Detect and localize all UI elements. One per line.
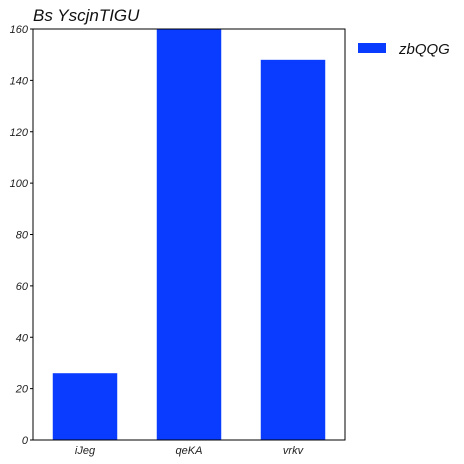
bar-iJeg: [52, 373, 118, 440]
y-tick-label: 20: [15, 384, 29, 396]
bar-vrkv: [260, 59, 326, 440]
y-tick-label: 80: [16, 230, 29, 242]
y-tick-label: 140: [10, 75, 29, 87]
y-tick-label: 100: [10, 178, 29, 190]
x-axis: iJeg qeKA vrkv: [75, 445, 305, 457]
y-tick-label: 120: [10, 127, 29, 139]
legend: zbQQG: [358, 41, 450, 58]
legend-swatch: [358, 43, 386, 53]
chart-title: Bs YscjnTIGU: [33, 6, 140, 25]
bar-qeKA: [156, 29, 222, 440]
legend-label: zbQQG: [398, 41, 450, 58]
plot-frame: [32, 28, 346, 441]
x-tick-label: vrkv: [283, 445, 305, 457]
bars-group: [52, 29, 326, 440]
y-tick-label: 40: [16, 332, 29, 344]
y-tick-label: 60: [16, 281, 29, 293]
y-tick-label: 160: [10, 24, 29, 36]
x-tick-label: qeKA: [176, 445, 203, 457]
x-tick-label: iJeg: [75, 445, 96, 457]
y-tick-label: 0: [22, 435, 29, 447]
y-axis: 0 20 40 60 80 100 120 140 160: [10, 24, 33, 447]
